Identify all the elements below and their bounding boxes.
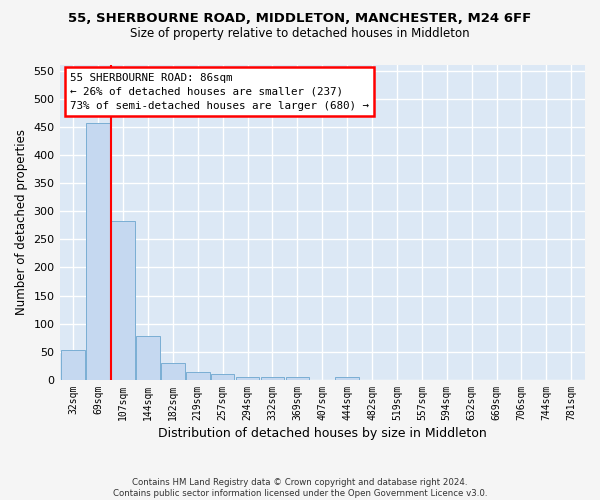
Bar [136, 336, 160, 380]
Bar [260, 377, 284, 380]
Text: Size of property relative to detached houses in Middleton: Size of property relative to detached ho… [130, 28, 470, 40]
Bar [211, 374, 235, 380]
Text: 55 SHERBOURNE ROAD: 86sqm
← 26% of detached houses are smaller (237)
73% of semi: 55 SHERBOURNE ROAD: 86sqm ← 26% of detac… [70, 73, 369, 111]
X-axis label: Distribution of detached houses by size in Middleton: Distribution of detached houses by size … [158, 427, 487, 440]
Y-axis label: Number of detached properties: Number of detached properties [15, 130, 28, 316]
Bar [161, 363, 185, 380]
Text: 55, SHERBOURNE ROAD, MIDDLETON, MANCHESTER, M24 6FF: 55, SHERBOURNE ROAD, MIDDLETON, MANCHEST… [68, 12, 532, 26]
Bar [236, 377, 259, 380]
Bar [61, 350, 85, 380]
Bar [111, 221, 135, 380]
Bar [186, 372, 209, 380]
Bar [286, 376, 309, 380]
Bar [86, 123, 110, 380]
Text: Contains HM Land Registry data © Crown copyright and database right 2024.
Contai: Contains HM Land Registry data © Crown c… [113, 478, 487, 498]
Bar [335, 377, 359, 380]
